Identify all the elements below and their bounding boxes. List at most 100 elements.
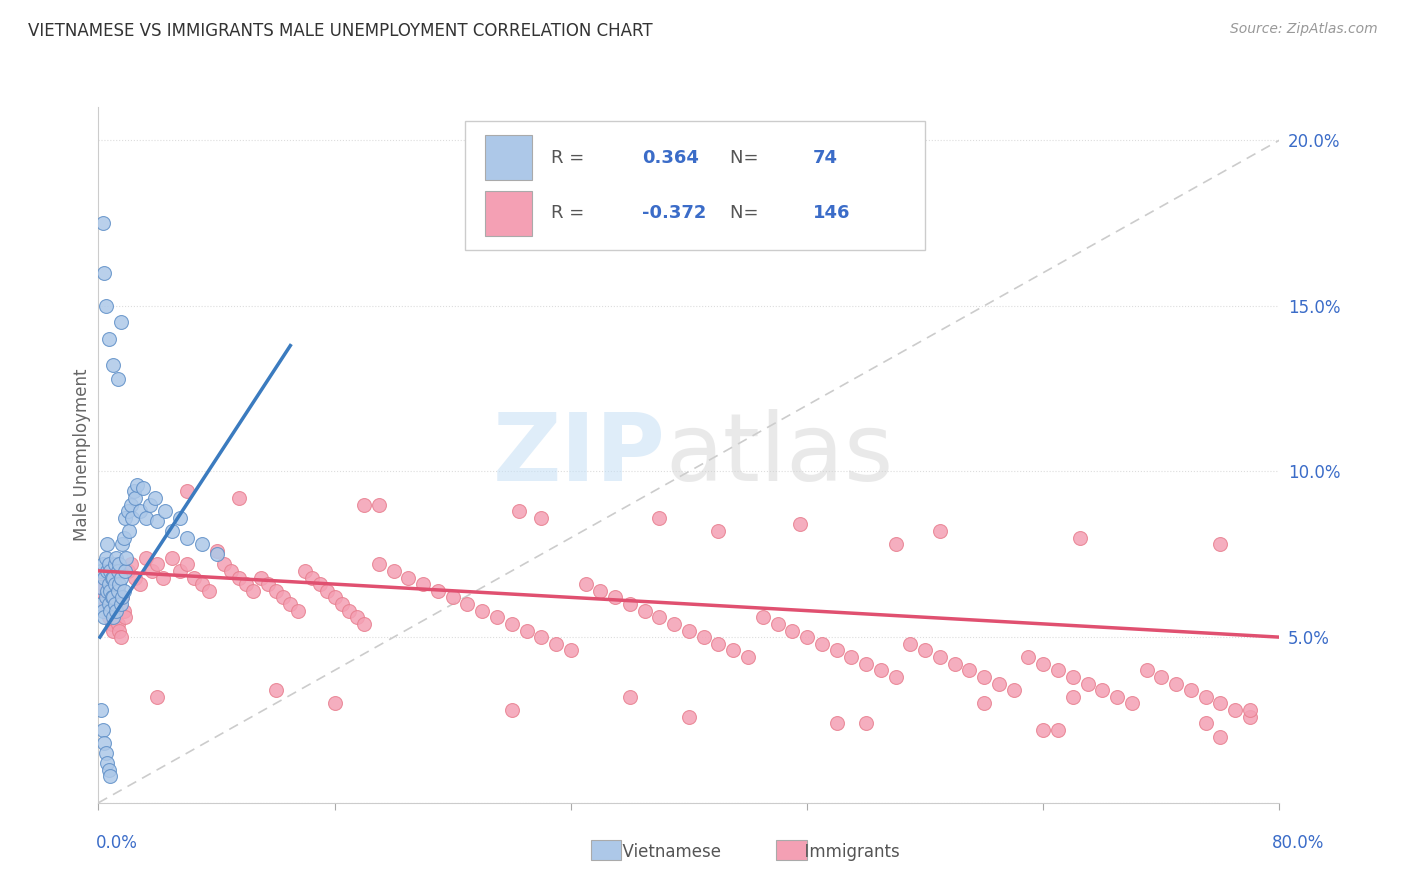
Point	[93, 736, 115, 750]
Point	[1046, 723, 1069, 737]
Point	[693, 630, 716, 644]
Point	[97, 558, 120, 572]
FancyBboxPatch shape	[591, 840, 621, 860]
Point	[294, 564, 316, 578]
Point	[1150, 670, 1173, 684]
Point	[574, 577, 596, 591]
Point	[108, 624, 131, 638]
Point	[1069, 531, 1091, 545]
Point	[1209, 730, 1232, 744]
Point	[122, 484, 145, 499]
Point	[93, 570, 115, 584]
Point	[323, 591, 346, 605]
Point	[1105, 690, 1128, 704]
Point	[107, 583, 129, 598]
Point	[112, 583, 135, 598]
Point	[737, 650, 759, 665]
Point	[191, 577, 214, 591]
Point	[94, 597, 117, 611]
Point	[97, 577, 120, 591]
Point	[723, 643, 745, 657]
Point	[120, 558, 142, 572]
Point	[100, 616, 122, 631]
Point	[128, 577, 150, 591]
Point	[1223, 703, 1246, 717]
Point	[257, 577, 280, 591]
Point	[309, 577, 332, 591]
Point	[94, 550, 117, 565]
Point	[825, 716, 848, 731]
Point	[98, 769, 121, 783]
FancyBboxPatch shape	[485, 136, 531, 180]
Point	[103, 591, 125, 605]
Point	[93, 610, 115, 624]
Point	[219, 564, 242, 578]
Point	[501, 616, 523, 631]
Point	[176, 531, 198, 545]
Point	[90, 703, 112, 717]
Point	[751, 610, 773, 624]
Point	[353, 616, 375, 631]
Point	[146, 558, 169, 572]
Text: N=: N=	[730, 149, 765, 167]
Point	[1062, 670, 1084, 684]
Point	[841, 650, 863, 665]
Point	[589, 583, 612, 598]
Point	[115, 550, 138, 565]
Point	[353, 498, 375, 512]
Point	[264, 583, 287, 598]
Point	[169, 564, 191, 578]
Point	[264, 683, 287, 698]
Point	[103, 570, 125, 584]
Point	[97, 610, 120, 624]
Point	[104, 610, 127, 624]
Point	[98, 604, 121, 618]
Point	[93, 266, 115, 280]
Point	[782, 624, 804, 638]
Point	[987, 676, 1010, 690]
Point	[471, 604, 494, 618]
Point	[456, 597, 478, 611]
Point	[98, 583, 121, 598]
Point	[1239, 709, 1261, 723]
Point	[1032, 723, 1054, 737]
Point	[884, 670, 907, 684]
Point	[183, 570, 205, 584]
Point	[94, 746, 117, 760]
Point	[228, 570, 250, 584]
Point	[1032, 657, 1054, 671]
Point	[91, 577, 114, 591]
Point	[104, 597, 127, 611]
Point	[1239, 703, 1261, 717]
Point	[271, 591, 294, 605]
Point	[664, 616, 686, 631]
Point	[162, 550, 183, 565]
FancyBboxPatch shape	[776, 840, 807, 860]
Point	[869, 663, 891, 677]
Point	[114, 610, 136, 624]
Point	[648, 610, 671, 624]
Point	[619, 597, 641, 611]
Point	[789, 517, 811, 532]
Point	[1195, 716, 1218, 731]
Point	[1195, 690, 1218, 704]
Point	[1121, 697, 1143, 711]
Point	[96, 564, 118, 578]
Point	[943, 657, 966, 671]
Point	[1180, 683, 1202, 698]
Point	[486, 610, 509, 624]
Text: R =: R =	[551, 149, 589, 167]
Point	[205, 547, 228, 561]
Point	[235, 577, 257, 591]
Point	[330, 597, 353, 611]
Point	[605, 591, 627, 605]
Point	[973, 697, 995, 711]
Point	[928, 650, 950, 665]
Point	[1209, 537, 1232, 551]
Point	[111, 537, 134, 551]
Point	[110, 630, 132, 644]
Text: 146: 146	[813, 204, 851, 222]
Text: Source: ZipAtlas.com: Source: ZipAtlas.com	[1230, 22, 1378, 37]
Point	[396, 570, 419, 584]
Point	[1209, 697, 1232, 711]
